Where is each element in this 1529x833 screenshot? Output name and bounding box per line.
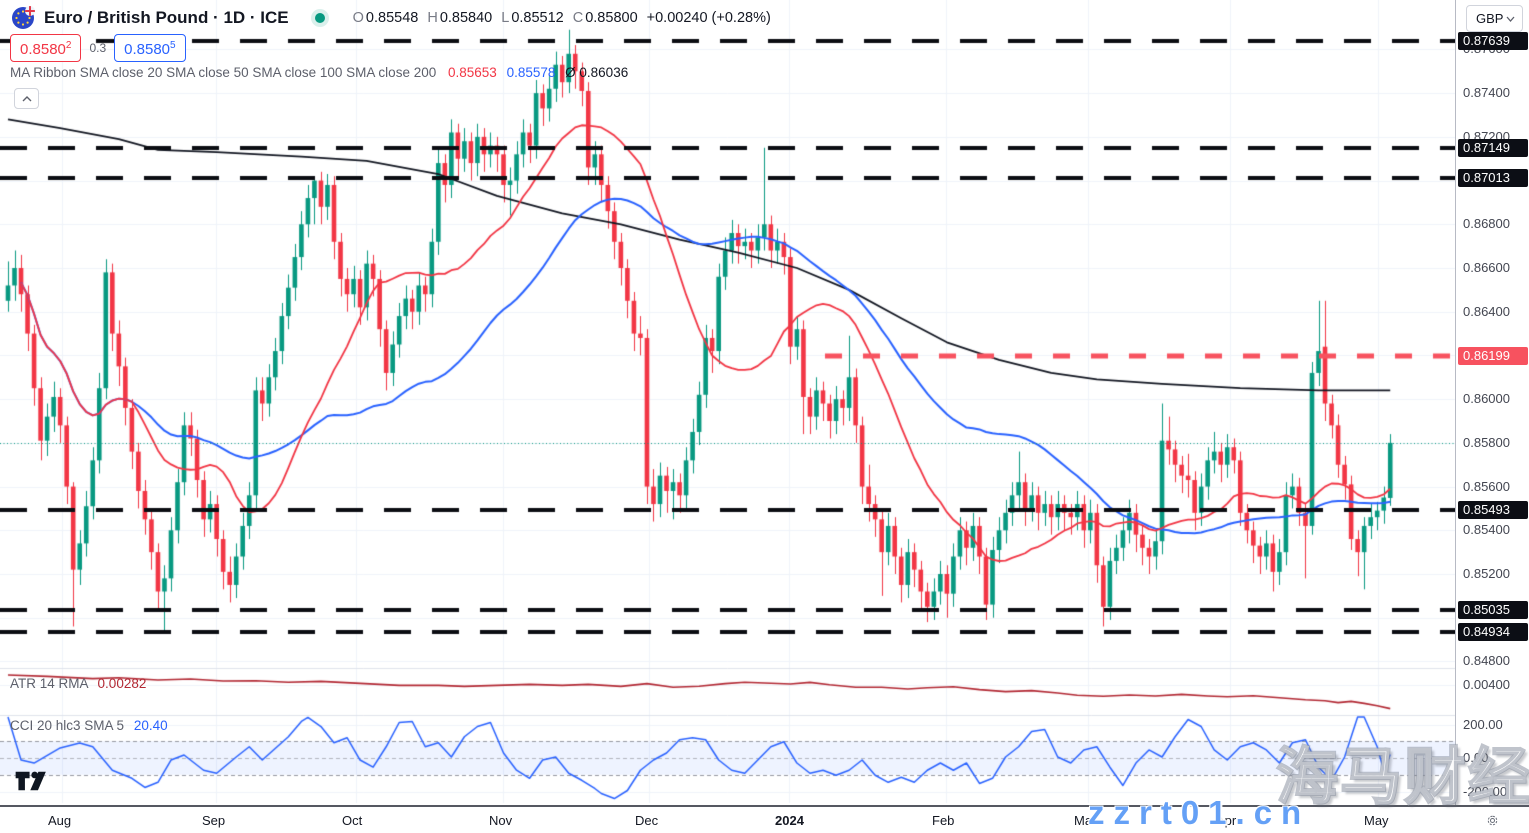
price-level-tag: 0.86199: [1458, 346, 1528, 365]
time-axis-label: Aug: [48, 813, 72, 828]
bid-price-button[interactable]: 0.85802: [10, 34, 82, 62]
atr-value: 0.00282: [97, 676, 147, 691]
spread-value: 0.3: [89, 41, 107, 55]
time-axis-label: Oct: [342, 813, 363, 828]
watermark-site: zzrt01.cn: [1088, 794, 1311, 831]
price-tick-label: 0.86400: [1463, 303, 1510, 319]
price-level-tag: 0.85035: [1458, 601, 1528, 620]
chart-header: Euro / British Pound · 1D · ICE O 0.8554…: [10, 5, 771, 31]
cci-tick-label: 0.00: [1463, 750, 1489, 765]
price-tick-label: 0.87400: [1463, 85, 1510, 101]
time-axis[interactable]: Aug Sep Oct Nov Dec 2024 Feb Mar Apr May: [0, 805, 1529, 833]
currency-label: GBP: [1476, 11, 1504, 26]
time-axis-label: Nov: [489, 813, 513, 828]
time-axis-label: May: [1364, 813, 1389, 828]
ask-price-button[interactable]: 0.85805: [114, 34, 186, 62]
price-tick-label: 0.85200: [1463, 566, 1510, 581]
cci-label: CCI 20 hlc3 SMA 5: [10, 718, 125, 733]
price-level-tag: 0.85493: [1458, 500, 1528, 519]
symbol-logo-icon[interactable]: [10, 5, 36, 31]
high-label: H: [427, 10, 438, 26]
close-label: C: [572, 10, 584, 26]
tradingview-logo[interactable]: [13, 768, 48, 799]
atr-label: ATR 14 RMA: [10, 676, 88, 691]
atr-legend[interactable]: ATR 14 RMA 0.00282: [10, 676, 146, 691]
price-axis[interactable]: 0.876000.874000.872000.868000.866000.864…: [1455, 0, 1529, 805]
price-tick-label: 0.85800: [1463, 434, 1510, 450]
cci-tick-label: -200.00: [1463, 783, 1508, 799]
open-value: 0.85548: [365, 10, 419, 26]
cci-legend[interactable]: CCI 20 hlc3 SMA 5 20.40: [10, 718, 168, 733]
time-axis-label: Dec: [635, 813, 659, 828]
low-value: 0.85512: [511, 10, 564, 26]
market-status-icon[interactable]: [314, 13, 325, 23]
main-chart-canvas[interactable]: [0, 0, 1455, 805]
price-level-tag: 0.87639: [1458, 31, 1528, 50]
close-value: 0.85800: [585, 10, 638, 26]
time-axis-label: Sep: [202, 813, 226, 828]
sma50-value: 0.85578: [506, 65, 556, 80]
collapse-legend-button[interactable]: [14, 88, 39, 109]
time-axis-label: Apr: [1216, 813, 1237, 828]
price-level-tag: 0.84934: [1458, 623, 1528, 642]
price-tick-label: 0.85600: [1463, 478, 1510, 494]
gear-icon: [1487, 815, 1498, 825]
ohlc-values: O 0.85548 H 0.85840 L 0.85512 C 0.85800 …: [353, 10, 771, 26]
ma-ribbon-legend[interactable]: MA Ribbon SMA close 20 SMA close 50 SMA …: [10, 65, 628, 80]
chevron-up-icon: [22, 95, 31, 101]
sma20-value: 0.85653: [448, 65, 497, 80]
price-tick-label: 0.84800: [1463, 653, 1510, 669]
price-tick-label: 0.86000: [1463, 391, 1510, 407]
open-label: O: [352, 10, 364, 26]
watermark-brand: 海马财经: [1275, 742, 1529, 813]
time-axis-label: 2024: [775, 813, 804, 828]
symbol-title[interactable]: Euro / British Pound · 1D · ICE: [44, 8, 289, 27]
cci-tick-label: 200.00: [1463, 716, 1503, 732]
price-tick-label: 0.85400: [1463, 522, 1510, 538]
price-tick-label: 0.86800: [1463, 216, 1510, 232]
bid-ask-row: 0.85802 0.3 0.85805: [10, 34, 186, 62]
cci-value: 20.40: [133, 718, 168, 733]
tradingview-logo-icon: [15, 771, 46, 791]
price-level-tag: 0.87013: [1458, 168, 1528, 187]
change-value: +0.00240 (+0.28%): [646, 10, 771, 26]
time-axis-label: Feb: [932, 813, 955, 828]
ma-ribbon-label: MA Ribbon SMA close 20 SMA close 50 SMA …: [10, 65, 437, 80]
low-label: L: [501, 10, 510, 26]
price-level-tag: 0.87149: [1458, 139, 1528, 157]
high-value: 0.85840: [439, 10, 493, 26]
chevron-down-icon: [1506, 16, 1515, 22]
axis-settings-corner[interactable]: [1456, 807, 1529, 833]
price-tick-label: 0.86600: [1463, 260, 1510, 275]
atr-tick-label: 0.00400: [1463, 677, 1510, 692]
currency-dropdown[interactable]: GBP: [1466, 5, 1523, 32]
time-axis-label: Mar: [1074, 813, 1097, 828]
sma-average-value: Ø 0.86036: [565, 65, 629, 80]
